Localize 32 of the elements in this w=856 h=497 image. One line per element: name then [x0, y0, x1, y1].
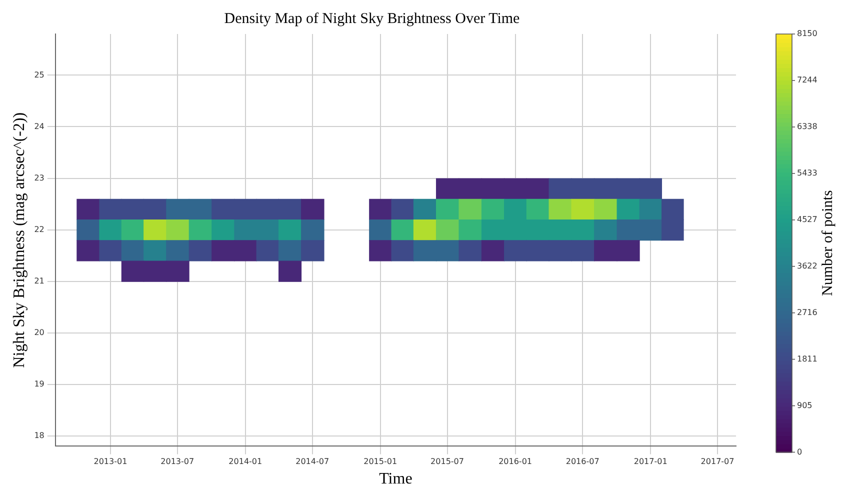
- color-bar-label: 7244: [797, 76, 818, 85]
- x-tick-label: 2015-07: [430, 457, 464, 466]
- x-tick-label: 2014-01: [228, 457, 262, 466]
- color-bar-label: 5433: [797, 168, 818, 178]
- x-tick-label: 2014-07: [296, 457, 330, 466]
- color-bar-label: 905: [797, 400, 812, 410]
- color-bar-label: 2716: [797, 308, 818, 317]
- x-tick-label: 2013-07: [160, 457, 194, 466]
- y-tick-label: 21: [34, 276, 44, 286]
- y-tick-label: 25: [34, 70, 44, 80]
- color-bar-title: Number of points: [820, 190, 836, 296]
- color-bar-label: 8150: [797, 29, 818, 38]
- color-bar-label: 0: [797, 447, 802, 456]
- chart-title: Density Map of Night Sky Brightness Over Time: [224, 10, 520, 27]
- x-tick-label: 2013-01: [94, 457, 128, 466]
- y-tick-label: 18: [34, 430, 44, 440]
- x-tick-label: 2016-01: [498, 457, 532, 466]
- y-tick-label: 20: [34, 328, 44, 337]
- y-tick-label: 19: [34, 379, 44, 388]
- color-bar-label: 1811: [797, 354, 818, 364]
- x-tick-label: 2017-01: [634, 457, 668, 466]
- y-tick-label: 22: [34, 224, 44, 234]
- x-axis-title: Time: [379, 470, 412, 488]
- x-tick-label: 2015-01: [364, 457, 398, 466]
- y-axis-title: Night Sky Brightness (mag arcsec^(-2)): [10, 112, 28, 368]
- x-tick-label: 2016-07: [566, 457, 600, 466]
- color-bar-label: 3622: [797, 261, 818, 270]
- color-bar-label: 4527: [797, 214, 818, 224]
- y-tick-label: 23: [34, 173, 44, 182]
- x-tick-label: 2017-07: [700, 457, 734, 466]
- color-bar-label: 6338: [797, 122, 818, 132]
- y-tick-label: 24: [34, 122, 44, 131]
